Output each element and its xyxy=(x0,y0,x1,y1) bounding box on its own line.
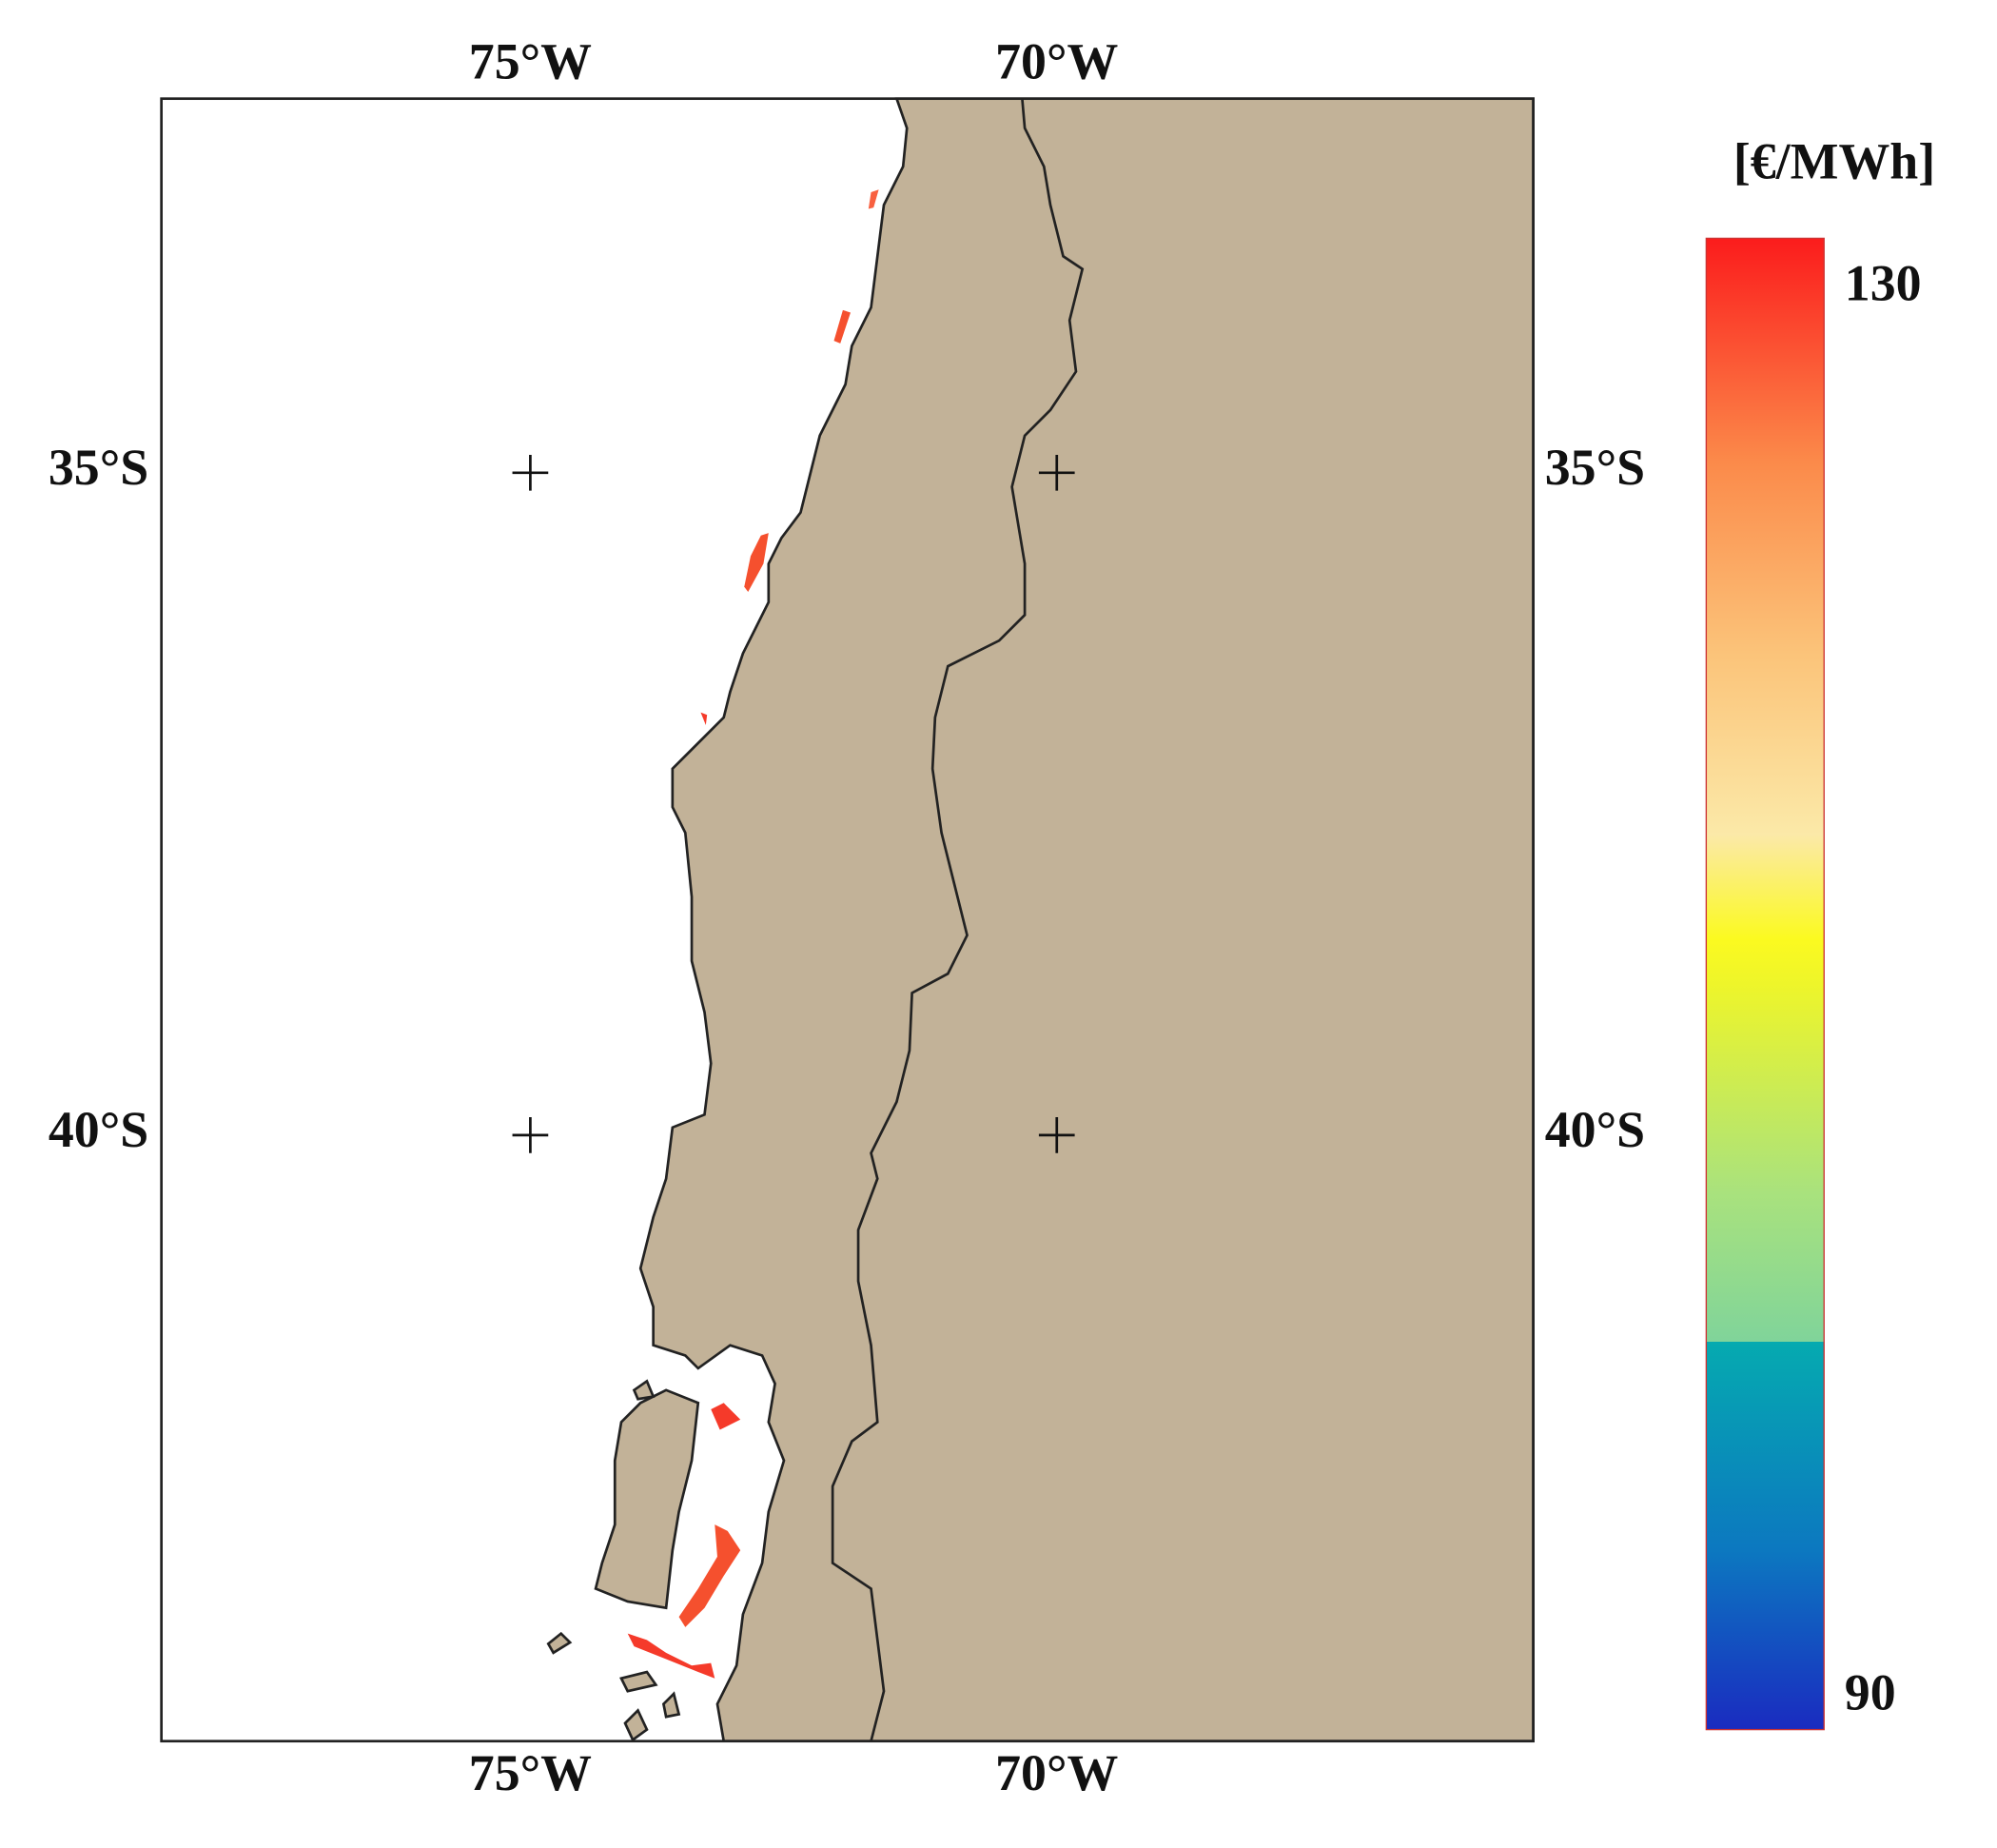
colorbar xyxy=(1705,237,1825,1731)
graticule xyxy=(512,454,1075,1153)
patch xyxy=(627,1633,715,1679)
island xyxy=(546,1631,573,1655)
colorbar-title: [€/MWh] xyxy=(1733,132,1935,189)
patch xyxy=(700,712,708,726)
patch xyxy=(868,189,879,209)
island xyxy=(623,1708,649,1742)
lat-label: 40°S xyxy=(1545,1101,1645,1158)
patch xyxy=(711,1403,741,1430)
island xyxy=(632,1379,656,1401)
patch xyxy=(833,309,851,344)
lon-label: 70°W xyxy=(995,1744,1118,1801)
lon-label: 70°W xyxy=(995,32,1118,89)
lat-label: 35°S xyxy=(49,439,148,496)
island xyxy=(661,1691,681,1719)
graticule-cross xyxy=(512,454,1075,1153)
map-panel xyxy=(160,97,1535,1743)
lat-label: 35°S xyxy=(1545,439,1645,496)
colorbar-tick-label: 130 xyxy=(1845,254,1922,311)
lon-label: 75°W xyxy=(469,32,592,89)
patch xyxy=(678,1524,741,1627)
map-frame xyxy=(160,97,1535,1743)
cost-patches xyxy=(627,189,879,1679)
border xyxy=(831,98,1085,1742)
island xyxy=(594,1388,700,1610)
lon-label: 75°W xyxy=(469,1744,592,1801)
colorbar-tick-label: 90 xyxy=(1845,1663,1896,1720)
land xyxy=(638,97,1535,1743)
island xyxy=(619,1670,658,1693)
lat-label: 40°S xyxy=(49,1101,148,1158)
patch xyxy=(744,533,769,593)
